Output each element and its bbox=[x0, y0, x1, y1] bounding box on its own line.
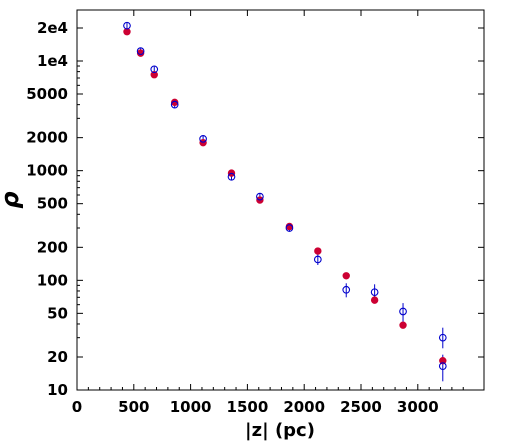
filled-data-point bbox=[342, 272, 350, 280]
filled-data-point bbox=[170, 98, 179, 107]
y-tick-label: 200 bbox=[37, 238, 68, 256]
x-tick-label: 1500 bbox=[227, 398, 269, 416]
x-tick-label: 2500 bbox=[340, 398, 382, 416]
filled-data-point bbox=[150, 71, 158, 79]
open-data-point bbox=[313, 255, 322, 264]
y-tick-label: 10 bbox=[47, 381, 68, 399]
open-data-point bbox=[227, 172, 236, 181]
y-tick-label: 2000 bbox=[26, 129, 68, 147]
open-data-point bbox=[123, 21, 131, 30]
y-tick-label: 5000 bbox=[26, 85, 68, 103]
filled-data-point bbox=[439, 357, 447, 365]
y-axis-label: ρ bbox=[0, 191, 24, 208]
open-data-point bbox=[170, 100, 179, 109]
y-tick-label: 50 bbox=[47, 304, 68, 322]
open-data-point bbox=[399, 307, 407, 316]
filled-data-point bbox=[399, 321, 407, 329]
y-tick-label: 1e4 bbox=[37, 52, 68, 70]
open-data-point bbox=[199, 135, 207, 143]
open-data-point bbox=[136, 47, 145, 55]
open-data-point bbox=[438, 333, 447, 342]
x-tick-label: 1000 bbox=[170, 398, 212, 416]
y-tick-label: 2e4 bbox=[37, 19, 68, 37]
x-tick-label: 0 bbox=[72, 398, 82, 416]
y-tick-label: 500 bbox=[37, 195, 68, 213]
x-tick-label: 2000 bbox=[283, 398, 325, 416]
open-data-point bbox=[342, 285, 351, 294]
y-tick-label: 1000 bbox=[26, 162, 68, 180]
y-tick-label: 100 bbox=[37, 271, 68, 289]
open-data-point bbox=[150, 65, 159, 74]
open-data-point bbox=[438, 362, 447, 370]
filled-data-point bbox=[314, 247, 322, 255]
plot-frame bbox=[76, 9, 485, 391]
x-axis-label: |z| (pc) bbox=[245, 420, 315, 441]
y-tick-label: 20 bbox=[47, 348, 68, 366]
open-data-point bbox=[256, 192, 264, 201]
x-tick-label: 500 bbox=[118, 398, 149, 416]
error-bars bbox=[126, 23, 444, 382]
x-tick-label: 3000 bbox=[397, 398, 439, 416]
open-data-point bbox=[370, 288, 379, 297]
open-data-point bbox=[285, 224, 294, 232]
axis-ticks: 0 500 1000 1500 2000 2500 3000 10 20 50 100 200 500 1… bbox=[26, 10, 484, 416]
filled-data-point bbox=[370, 296, 379, 304]
data-points bbox=[123, 21, 447, 370]
